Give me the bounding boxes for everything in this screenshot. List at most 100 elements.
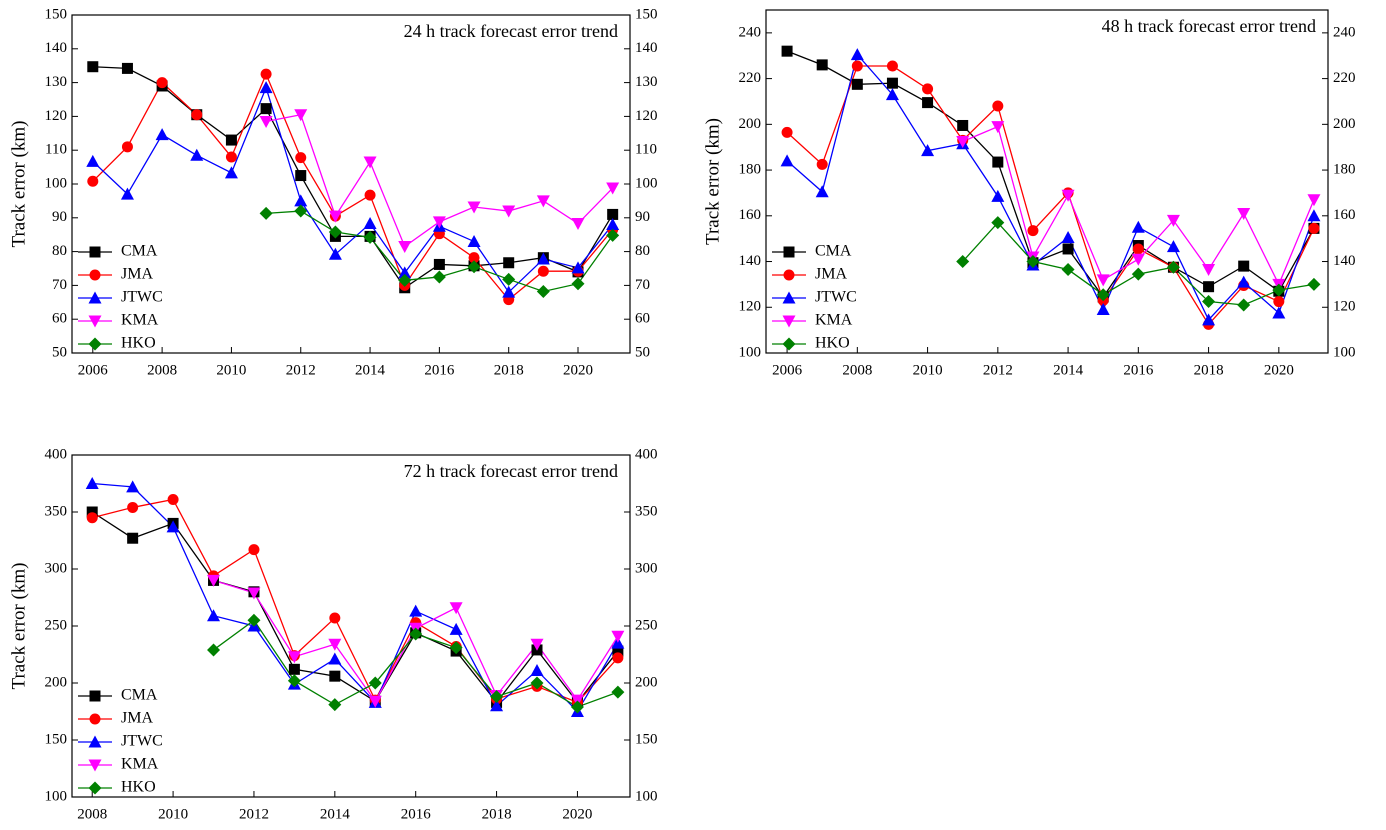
data-point (606, 218, 620, 231)
legend-marker (88, 315, 102, 328)
data-point (467, 234, 481, 247)
legend-label: HKO (121, 779, 156, 796)
legend-label: JMA (121, 266, 153, 283)
data-point (398, 241, 412, 254)
y2-tick-label: 90 (635, 209, 650, 225)
data-point (991, 189, 1005, 202)
data-point (294, 109, 308, 122)
data-point (191, 109, 203, 121)
y-tick-label: 250 (45, 617, 68, 633)
data-point (156, 77, 168, 89)
data-point (536, 252, 550, 265)
y2-tick-label: 80 (635, 243, 650, 259)
y-tick-label: 150 (45, 731, 68, 747)
legend-label: KMA (121, 312, 159, 329)
chart-panel: 100 120 140 160 180 200 220 240 100 120 140 160 180 2… (702, 9, 1356, 378)
data-point (295, 152, 307, 164)
data-point (851, 60, 863, 72)
x-tick-label: 2018 (1194, 362, 1224, 378)
x-tick-label: 2020 (563, 362, 593, 378)
y2-tick-label: 200 (1333, 116, 1356, 132)
chart-title: 24 h track forecast error trend (404, 21, 618, 41)
data-point (571, 218, 585, 231)
data-point (1026, 255, 1040, 269)
data-point (87, 61, 99, 73)
x-tick-label: 2008 (147, 362, 177, 378)
data-point (224, 166, 238, 179)
data-point (329, 612, 341, 624)
data-point (921, 144, 935, 157)
legend-label: HKO (121, 335, 156, 352)
y-tick-label: 350 (45, 503, 68, 519)
legend-marker (88, 337, 102, 351)
x-tick-label: 2010 (216, 362, 246, 378)
legend-marker (89, 246, 101, 258)
x-tick-label: 2008 (842, 362, 872, 378)
data-point (127, 532, 139, 544)
data-point (167, 493, 179, 505)
data-point (530, 663, 544, 676)
data-point (328, 698, 342, 712)
x-tick-label: 2018 (482, 806, 512, 822)
data-point (207, 643, 221, 657)
data-point (571, 277, 585, 291)
y2-tick-label: 100 (635, 175, 658, 191)
legend-marker (88, 781, 102, 795)
data-point (120, 187, 134, 200)
data-point (1202, 264, 1216, 277)
legend-label: JTWC (815, 289, 857, 306)
y2-tick-label: 140 (635, 40, 658, 56)
data-point (957, 119, 969, 131)
data-point (1061, 263, 1075, 277)
y-tick-label: 180 (739, 162, 762, 178)
data-point (1096, 303, 1110, 316)
data-point (127, 501, 139, 513)
x-tick-label: 2016 (401, 806, 432, 822)
data-point (992, 156, 1004, 168)
legend-label: CMA (121, 243, 158, 260)
data-point (537, 265, 549, 277)
series-line (92, 72, 614, 301)
y2-tick-label: 250 (635, 617, 658, 633)
data-point (166, 520, 180, 533)
legend-label: CMA (815, 243, 852, 260)
y-tick-label: 200 (45, 674, 68, 690)
data-point (503, 257, 515, 269)
data-point (449, 602, 463, 615)
data-point (1131, 253, 1145, 266)
y2-tick-label: 240 (1333, 24, 1356, 40)
data-point (409, 627, 423, 641)
x-tick-label: 2012 (983, 362, 1013, 378)
data-point (328, 210, 342, 223)
data-point (816, 158, 828, 170)
data-point (259, 81, 273, 94)
y-tick-label: 100 (45, 788, 68, 804)
data-point (259, 206, 273, 220)
data-point (1061, 189, 1075, 202)
data-point (1096, 288, 1110, 302)
data-point (1202, 295, 1216, 309)
y-tick-label: 220 (739, 70, 762, 86)
y2-tick-label: 120 (1333, 299, 1356, 315)
data-point (363, 156, 377, 169)
data-point (1202, 313, 1216, 326)
legend-label: HKO (815, 335, 850, 352)
plot-frame (765, 9, 1329, 354)
data-point (1237, 298, 1251, 312)
series-line (92, 482, 619, 713)
data-point (328, 225, 342, 239)
data-point (248, 544, 260, 556)
data-point (368, 695, 382, 708)
legend-marker (89, 690, 101, 702)
data-point (288, 663, 300, 675)
data-point (1237, 208, 1251, 221)
x-tick-label: 2016 (1123, 362, 1154, 378)
y2-tick-label: 110 (635, 142, 657, 158)
legend-marker (782, 315, 796, 328)
y2-tick-label: 50 (635, 344, 650, 360)
data-point (121, 141, 133, 153)
data-point (294, 194, 308, 207)
y-tick-label: 300 (45, 560, 68, 576)
y-tick-label: 80 (52, 243, 67, 259)
legend-marker (88, 759, 102, 772)
